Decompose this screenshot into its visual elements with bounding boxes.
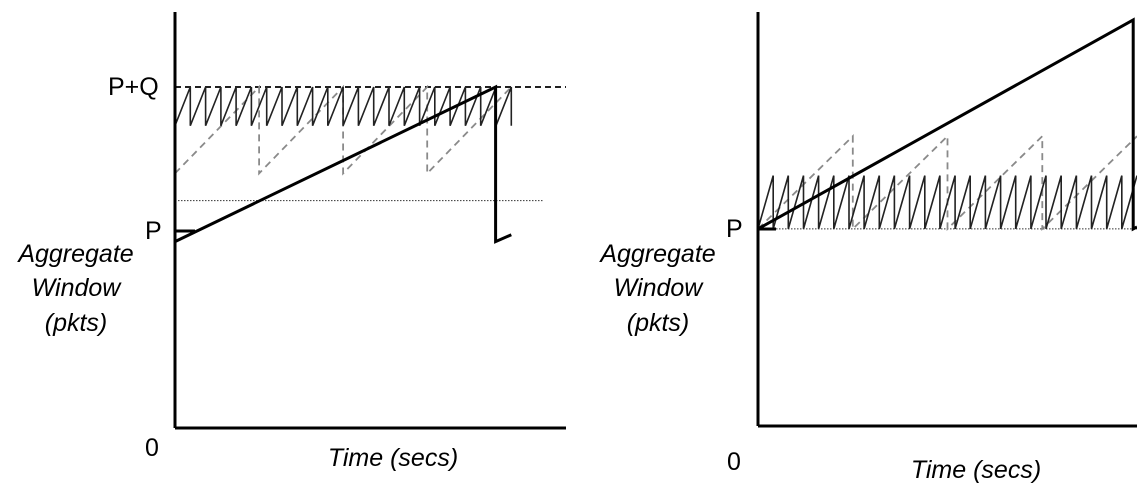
right-plot-marks [757, 17, 1137, 232]
right-x-axis-label: Time (secs) [911, 456, 1041, 484]
left-y-axis-label-line-3: (pkts) [45, 309, 108, 337]
right-y-axis-label-line-1: Aggregate [598, 240, 715, 268]
right-tick-label-p: P [726, 215, 743, 243]
left-series-fine-sawtooth [174, 86, 513, 126]
right-series-coarse-sawtooth [757, 134, 1137, 232]
left-x-axis-label: Time (secs) [328, 444, 458, 472]
left-plot-marks [174, 84, 566, 244]
left-series-aggregate [174, 84, 512, 244]
left-tick-label-p: P [145, 217, 162, 245]
right-series-fine-sawtooth [757, 175, 1137, 230]
left-series-coarse-sawtooth [174, 84, 512, 176]
left-y-axis-label-line-1: Aggregate [16, 240, 133, 268]
left-tick-label-zero: 0 [145, 434, 159, 462]
right-series-aggregate [757, 17, 1137, 232]
left-y-axis-label-line-2: Window [32, 274, 123, 302]
right-tick-label-zero: 0 [727, 448, 741, 476]
right-y-axis-label-line-3: (pkts) [627, 309, 690, 337]
left-panel: P+Q P 0 Aggregate Window (pkts) Time (se… [16, 12, 566, 472]
right-panel: P 0 Aggregate Window (pkts) Time (secs) [598, 12, 1137, 484]
left-tick-label-pq: P+Q [108, 73, 159, 101]
right-y-axis-label-line-2: Window [614, 274, 705, 302]
